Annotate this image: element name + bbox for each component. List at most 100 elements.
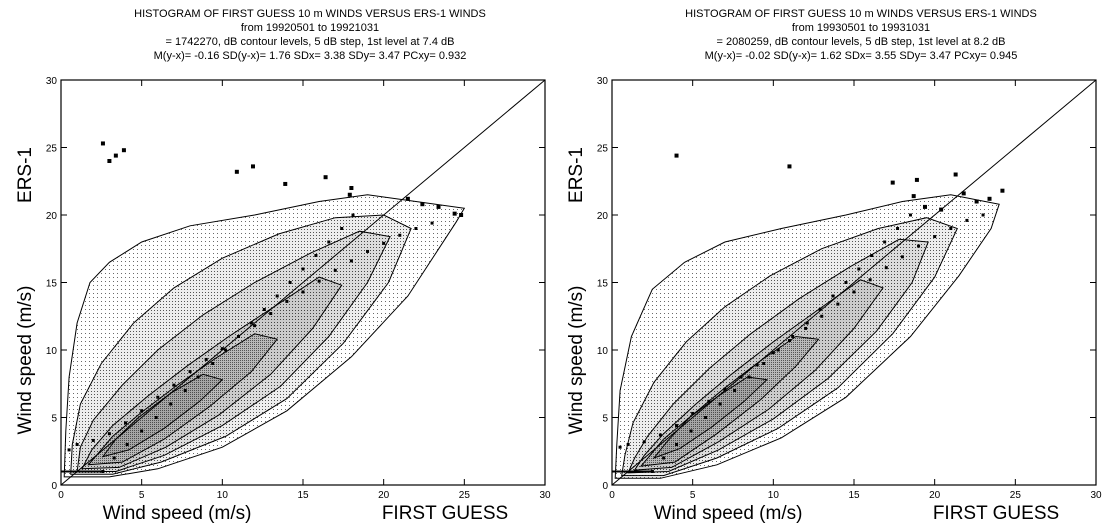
series-2-point — [196, 375, 200, 379]
y-tick-label: 25 — [597, 144, 609, 155]
x-tick-label: 5 — [690, 490, 696, 501]
x-tick-label: 10 — [768, 490, 780, 501]
series-2-point — [249, 321, 253, 325]
x-tick-label: 30 — [539, 490, 551, 501]
outlier-point — [911, 194, 916, 199]
chart-panel-left: HISTOGRAM OF FIRST GUESS 10 m WINDS VERS… — [15, 8, 551, 524]
series-1-point — [836, 302, 840, 306]
x-tick-label: 30 — [1090, 490, 1102, 501]
series-1-point — [739, 375, 743, 379]
outlier-point — [405, 196, 410, 201]
outlier-point — [436, 204, 441, 209]
chart-title: HISTOGRAM OF FIRST GUESS 10 m WINDS VERS… — [134, 8, 486, 20]
series-1-point — [172, 383, 176, 387]
series-2-point — [340, 227, 344, 230]
outlier-point — [107, 159, 112, 163]
contour-level-6 — [101, 373, 224, 458]
x-tick-label: 5 — [139, 490, 145, 501]
series-1-point — [884, 266, 888, 270]
series-2-point — [762, 362, 766, 365]
outlier-point — [113, 153, 118, 158]
series-1-point — [156, 395, 160, 399]
series-1-point — [204, 357, 208, 361]
chart-panel-right: HISTOGRAM OF FIRST GUESS 10 m WINDS VERS… — [551, 0, 1102, 524]
series-1-point — [787, 339, 791, 343]
diagonal-line — [611, 79, 1097, 486]
series-1-point — [382, 241, 386, 245]
series-1-point — [804, 326, 808, 330]
chart-svg-left: HISTOGRAM OF FIRST GUESS 10 m WINDS VERS… — [15, 8, 551, 524]
x-tick-label: 15 — [848, 490, 860, 501]
series-1-point — [658, 433, 662, 437]
series-1-point — [398, 233, 402, 237]
series-1-point — [642, 440, 646, 444]
series-2-point — [662, 456, 666, 460]
chart-subtitle-3: M(y-x)= -0.16 SD(y-x)= 1.76 SDx= 3.38 SD… — [154, 50, 467, 62]
series-2-point — [211, 362, 215, 365]
x-tick-label: 20 — [929, 490, 941, 501]
series-1-point — [900, 255, 904, 259]
series-1-point — [333, 268, 337, 272]
y-tick-label: 30 — [597, 76, 609, 87]
series-1-point — [868, 278, 872, 282]
series-1-point — [414, 227, 418, 230]
series-1-point — [618, 445, 622, 449]
series-2-point — [140, 429, 144, 433]
marks-group — [611, 79, 1097, 486]
series-2-point — [776, 348, 780, 352]
outlier-point — [349, 186, 354, 190]
series-1-point — [965, 218, 969, 222]
outlier-point — [890, 180, 895, 185]
x-axis-label-secondary: FIRST GUESS — [382, 503, 508, 524]
y-tick-label: 5 — [602, 414, 608, 425]
series-2-point — [857, 267, 861, 271]
y-axis-label-top: ERS-1 — [15, 147, 36, 203]
series-2-point — [236, 335, 240, 338]
series-1-point — [317, 279, 321, 283]
y-tick-label: 10 — [597, 346, 609, 357]
series-2-point — [818, 308, 822, 311]
series-1-point — [253, 324, 257, 328]
outlier-point — [452, 211, 457, 216]
series-1-point — [691, 411, 695, 415]
series-1-point — [771, 351, 775, 355]
series-1-point — [269, 312, 273, 316]
series-2-point — [275, 294, 279, 298]
y-tick-label: 0 — [51, 481, 57, 492]
x-tick-label: 25 — [459, 490, 471, 501]
chart-title: HISTOGRAM OF FIRST GUESS 10 m WINDS VERS… — [685, 8, 1037, 20]
outlier-point — [459, 213, 464, 217]
y-tick-label: 20 — [597, 211, 609, 222]
x-tick-label: 15 — [297, 490, 309, 501]
x-axis-label: Wind speed (m/s) — [654, 503, 803, 524]
series-1-point — [124, 421, 128, 425]
outlier-point — [953, 172, 958, 177]
outlier-point — [323, 175, 328, 180]
series-2-point — [262, 308, 266, 311]
y-tick-label: 25 — [46, 144, 58, 155]
outlier-point — [234, 169, 239, 174]
series-1-point — [75, 443, 79, 446]
y-tick-label: 0 — [602, 481, 608, 492]
x-tick-label: 10 — [217, 490, 229, 501]
series-1-point — [107, 432, 111, 436]
chart-subtitle-2: = 1742270, dB contour levels, 5 dB step,… — [166, 36, 455, 48]
series-1-point — [949, 227, 953, 230]
series-1-point — [981, 213, 985, 217]
series-1-point — [188, 370, 192, 374]
outlier-point — [787, 164, 792, 169]
series-1-point — [140, 409, 144, 413]
series-1-point — [723, 387, 727, 391]
outlier-point — [974, 199, 979, 204]
y-axis-label: Wind speed (m/s) — [15, 286, 36, 435]
axes-group: 0 5 10 15 20 25 30 0 5 10 15 20 25 30 — [46, 76, 551, 501]
series-2-point — [125, 443, 129, 446]
outlier-point — [922, 204, 927, 209]
series-1-point — [675, 424, 679, 428]
x-tick-label: 20 — [378, 490, 390, 501]
series-2-point — [169, 402, 173, 406]
series-1-point — [917, 244, 921, 248]
y-tick-label: 30 — [46, 76, 58, 87]
chart-subtitle-2: = 2080259, dB contour levels, 5 dB step,… — [717, 36, 1006, 48]
series-2-point — [314, 254, 318, 257]
